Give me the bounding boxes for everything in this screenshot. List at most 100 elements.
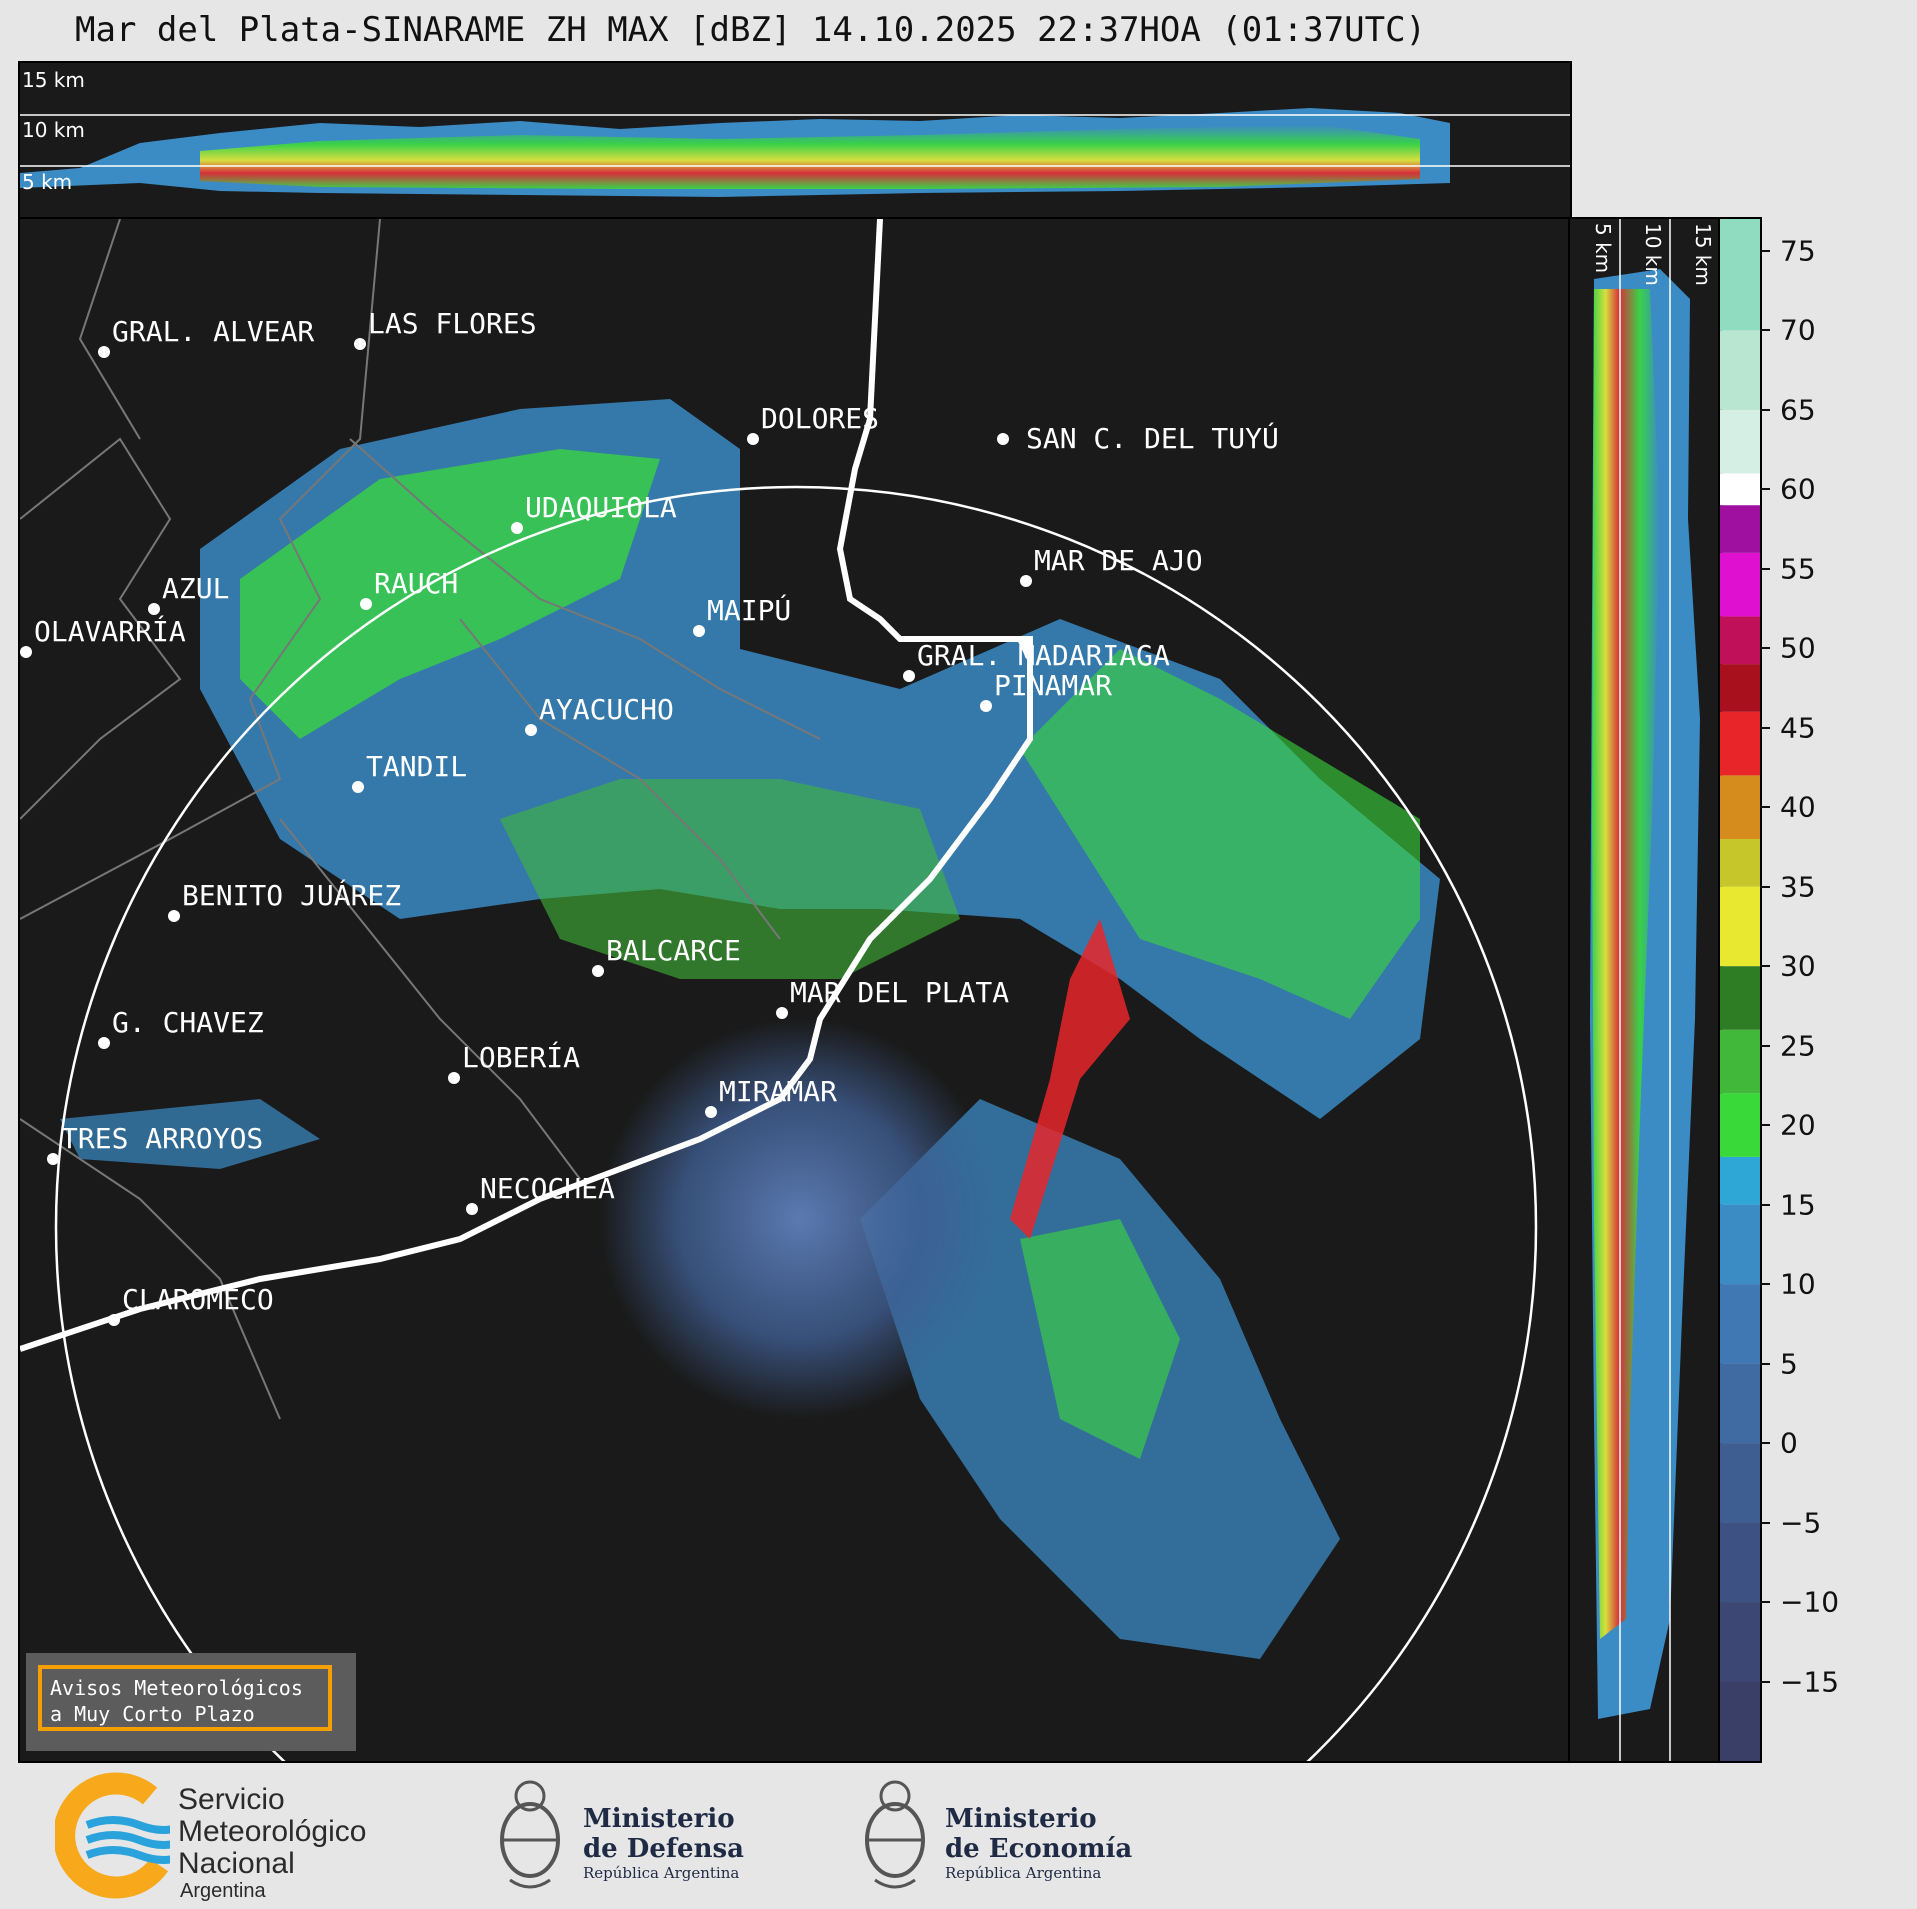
colorbar-band bbox=[1720, 1093, 1760, 1157]
colorbar-band bbox=[1720, 473, 1760, 506]
colorbar-tick-mark bbox=[1760, 647, 1770, 650]
city-dot bbox=[352, 781, 364, 793]
colorbar-band bbox=[1720, 1602, 1760, 1682]
precip-green-northeast bbox=[1020, 649, 1420, 1019]
colorbar-tick-label: 70 bbox=[1780, 313, 1816, 347]
colorbar-tick-label: 20 bbox=[1780, 1108, 1816, 1142]
top-cross-section-svg: 15 km 10 km 5 km bbox=[20, 68, 1570, 197]
precip-green-northwest bbox=[240, 449, 660, 739]
precip-west bbox=[60, 1099, 320, 1169]
city-label-balcarce: BALCARCE bbox=[606, 934, 741, 967]
coastline bbox=[20, 219, 1033, 1352]
city-dot bbox=[592, 965, 604, 977]
warning-box[interactable]: Avisos Meteorológicos a Muy Corto Plazo bbox=[26, 1653, 356, 1751]
economia-line-3: República Argentina bbox=[945, 1864, 1102, 1882]
precip-green-central bbox=[500, 779, 960, 979]
top-cross-section-panel: 15 km 10 km 5 km bbox=[18, 61, 1572, 221]
colorbar-band bbox=[1720, 1156, 1760, 1205]
colorbar-band bbox=[1720, 219, 1760, 331]
colorbar-tick-mark bbox=[1760, 806, 1770, 809]
dbz-colorbar bbox=[1718, 217, 1762, 1763]
city-label-san-c-del-tuyu: SAN C. DEL TUYÚ bbox=[1026, 421, 1279, 455]
smn-line-1: Servicio bbox=[178, 1783, 285, 1816]
warning-box-inner[interactable]: Avisos Meteorológicos a Muy Corto Plazo bbox=[38, 1665, 332, 1731]
city-dot bbox=[98, 346, 110, 358]
city-dot bbox=[20, 646, 32, 658]
city-dot bbox=[693, 625, 705, 637]
city-dot bbox=[705, 1106, 717, 1118]
warning-line-2: a Muy Corto Plazo bbox=[50, 1702, 255, 1726]
colorbar-tick-label: 40 bbox=[1780, 790, 1816, 824]
colorbar-tick-label: 55 bbox=[1780, 552, 1816, 586]
radar-map-svg[interactable]: GRAL. ALVEAR LAS FLORES DOLORES SAN C. D… bbox=[20, 219, 1570, 1761]
colorbar-band bbox=[1720, 1284, 1760, 1364]
city-label-azul: AZUL bbox=[162, 572, 229, 605]
colorbar-band bbox=[1720, 1522, 1760, 1603]
colorbar-band bbox=[1720, 711, 1760, 776]
radar-map-panel[interactable]: GRAL. ALVEAR LAS FLORES DOLORES SAN C. D… bbox=[18, 217, 1572, 1763]
city-dot bbox=[360, 598, 372, 610]
colorbar-band bbox=[1720, 1363, 1760, 1444]
colorbar-tick-mark bbox=[1760, 965, 1770, 968]
colorbar-tick-label: 35 bbox=[1780, 870, 1816, 904]
admin-boundaries bbox=[20, 219, 821, 1420]
defensa-text: Ministerio de Defensa República Argentin… bbox=[583, 1804, 744, 1882]
city-dot bbox=[466, 1203, 478, 1215]
city-dot bbox=[747, 433, 759, 445]
right-cross-section-panel: 5 km 10 km 15 km bbox=[1568, 217, 1722, 1763]
warning-line-1: Avisos Meteorológicos bbox=[50, 1676, 303, 1700]
colorbar-tick-label: 65 bbox=[1780, 393, 1816, 427]
city-label-udaquiola: UDAQUIOLA bbox=[525, 491, 677, 524]
colorbar-tick-label: −5 bbox=[1780, 1506, 1822, 1540]
colorbar-tick-label: −15 bbox=[1780, 1665, 1840, 1698]
colorbar-band bbox=[1720, 838, 1760, 887]
colorbar-tick-label: 50 bbox=[1780, 631, 1816, 665]
ground-clutter bbox=[600, 1019, 1000, 1419]
colorbar-tick-mark bbox=[1760, 567, 1770, 570]
city-dot bbox=[47, 1153, 59, 1165]
colorbar-band bbox=[1720, 1029, 1760, 1094]
colorbar-band bbox=[1720, 409, 1760, 474]
colorbar-tick-mark bbox=[1760, 1362, 1770, 1365]
city-markers: GRAL. ALVEAR LAS FLORES DOLORES SAN C. D… bbox=[20, 307, 1279, 1326]
colorbar-tick-label: 75 bbox=[1780, 234, 1816, 268]
city-label-mar-del-plata: MAR DEL PLATA bbox=[790, 976, 1009, 1009]
colorbar-tick-mark bbox=[1760, 885, 1770, 888]
colorbar-tick-mark bbox=[1760, 488, 1770, 491]
colorbar-band bbox=[1720, 966, 1760, 1030]
colorbar-tick-mark bbox=[1760, 408, 1770, 411]
city-dot bbox=[903, 670, 915, 682]
precip-green-southeast bbox=[1020, 1219, 1180, 1459]
colorbar-tick-mark bbox=[1760, 249, 1770, 252]
colorbar-band bbox=[1720, 1681, 1760, 1761]
colorbar-band bbox=[1720, 886, 1760, 967]
city-dot bbox=[448, 1072, 460, 1084]
top-15km-label: 15 km bbox=[22, 68, 85, 92]
city-label-gral-madariaga: GRAL. MADARIAGA bbox=[917, 639, 1170, 672]
colorbar-tick-label: −10 bbox=[1780, 1585, 1840, 1619]
economia-text: Ministerio de Economía República Argenti… bbox=[945, 1804, 1132, 1882]
right-cross-section-svg: 5 km 10 km 15 km bbox=[1590, 219, 1715, 1761]
colorbar-svg bbox=[1720, 219, 1760, 1761]
smn-logo-icon bbox=[55, 1772, 170, 1899]
colorbar-tick-label: 30 bbox=[1780, 949, 1816, 983]
city-dot bbox=[525, 724, 537, 736]
colorbar-tick-mark bbox=[1760, 1283, 1770, 1286]
colorbar-band bbox=[1720, 552, 1760, 617]
defensa-line-2: de Defensa bbox=[583, 1834, 744, 1864]
colorbar-tick-mark bbox=[1760, 726, 1770, 729]
economia-line-1: Ministerio bbox=[945, 1804, 1097, 1834]
city-dot bbox=[1020, 575, 1032, 587]
city-label-ayacucho: AYACUCHO bbox=[539, 693, 674, 726]
smn-line-2: Meteorológico bbox=[178, 1815, 367, 1848]
page-title: Mar del Plata-SINARAME ZH MAX [dBZ] 14.1… bbox=[75, 10, 1427, 50]
city-dot bbox=[776, 1007, 788, 1019]
right-5km-label: 5 km bbox=[1591, 223, 1615, 273]
colorbar-band bbox=[1720, 1443, 1760, 1523]
city-label-miramar: MIRAMAR bbox=[719, 1075, 837, 1108]
colorbar-tick-label: 0 bbox=[1780, 1426, 1798, 1460]
defensa-line-1: Ministerio bbox=[583, 1804, 735, 1834]
colorbar-band bbox=[1720, 616, 1760, 665]
colorbar-tick-label: 5 bbox=[1780, 1347, 1798, 1381]
colorbar-tick-mark bbox=[1760, 329, 1770, 332]
